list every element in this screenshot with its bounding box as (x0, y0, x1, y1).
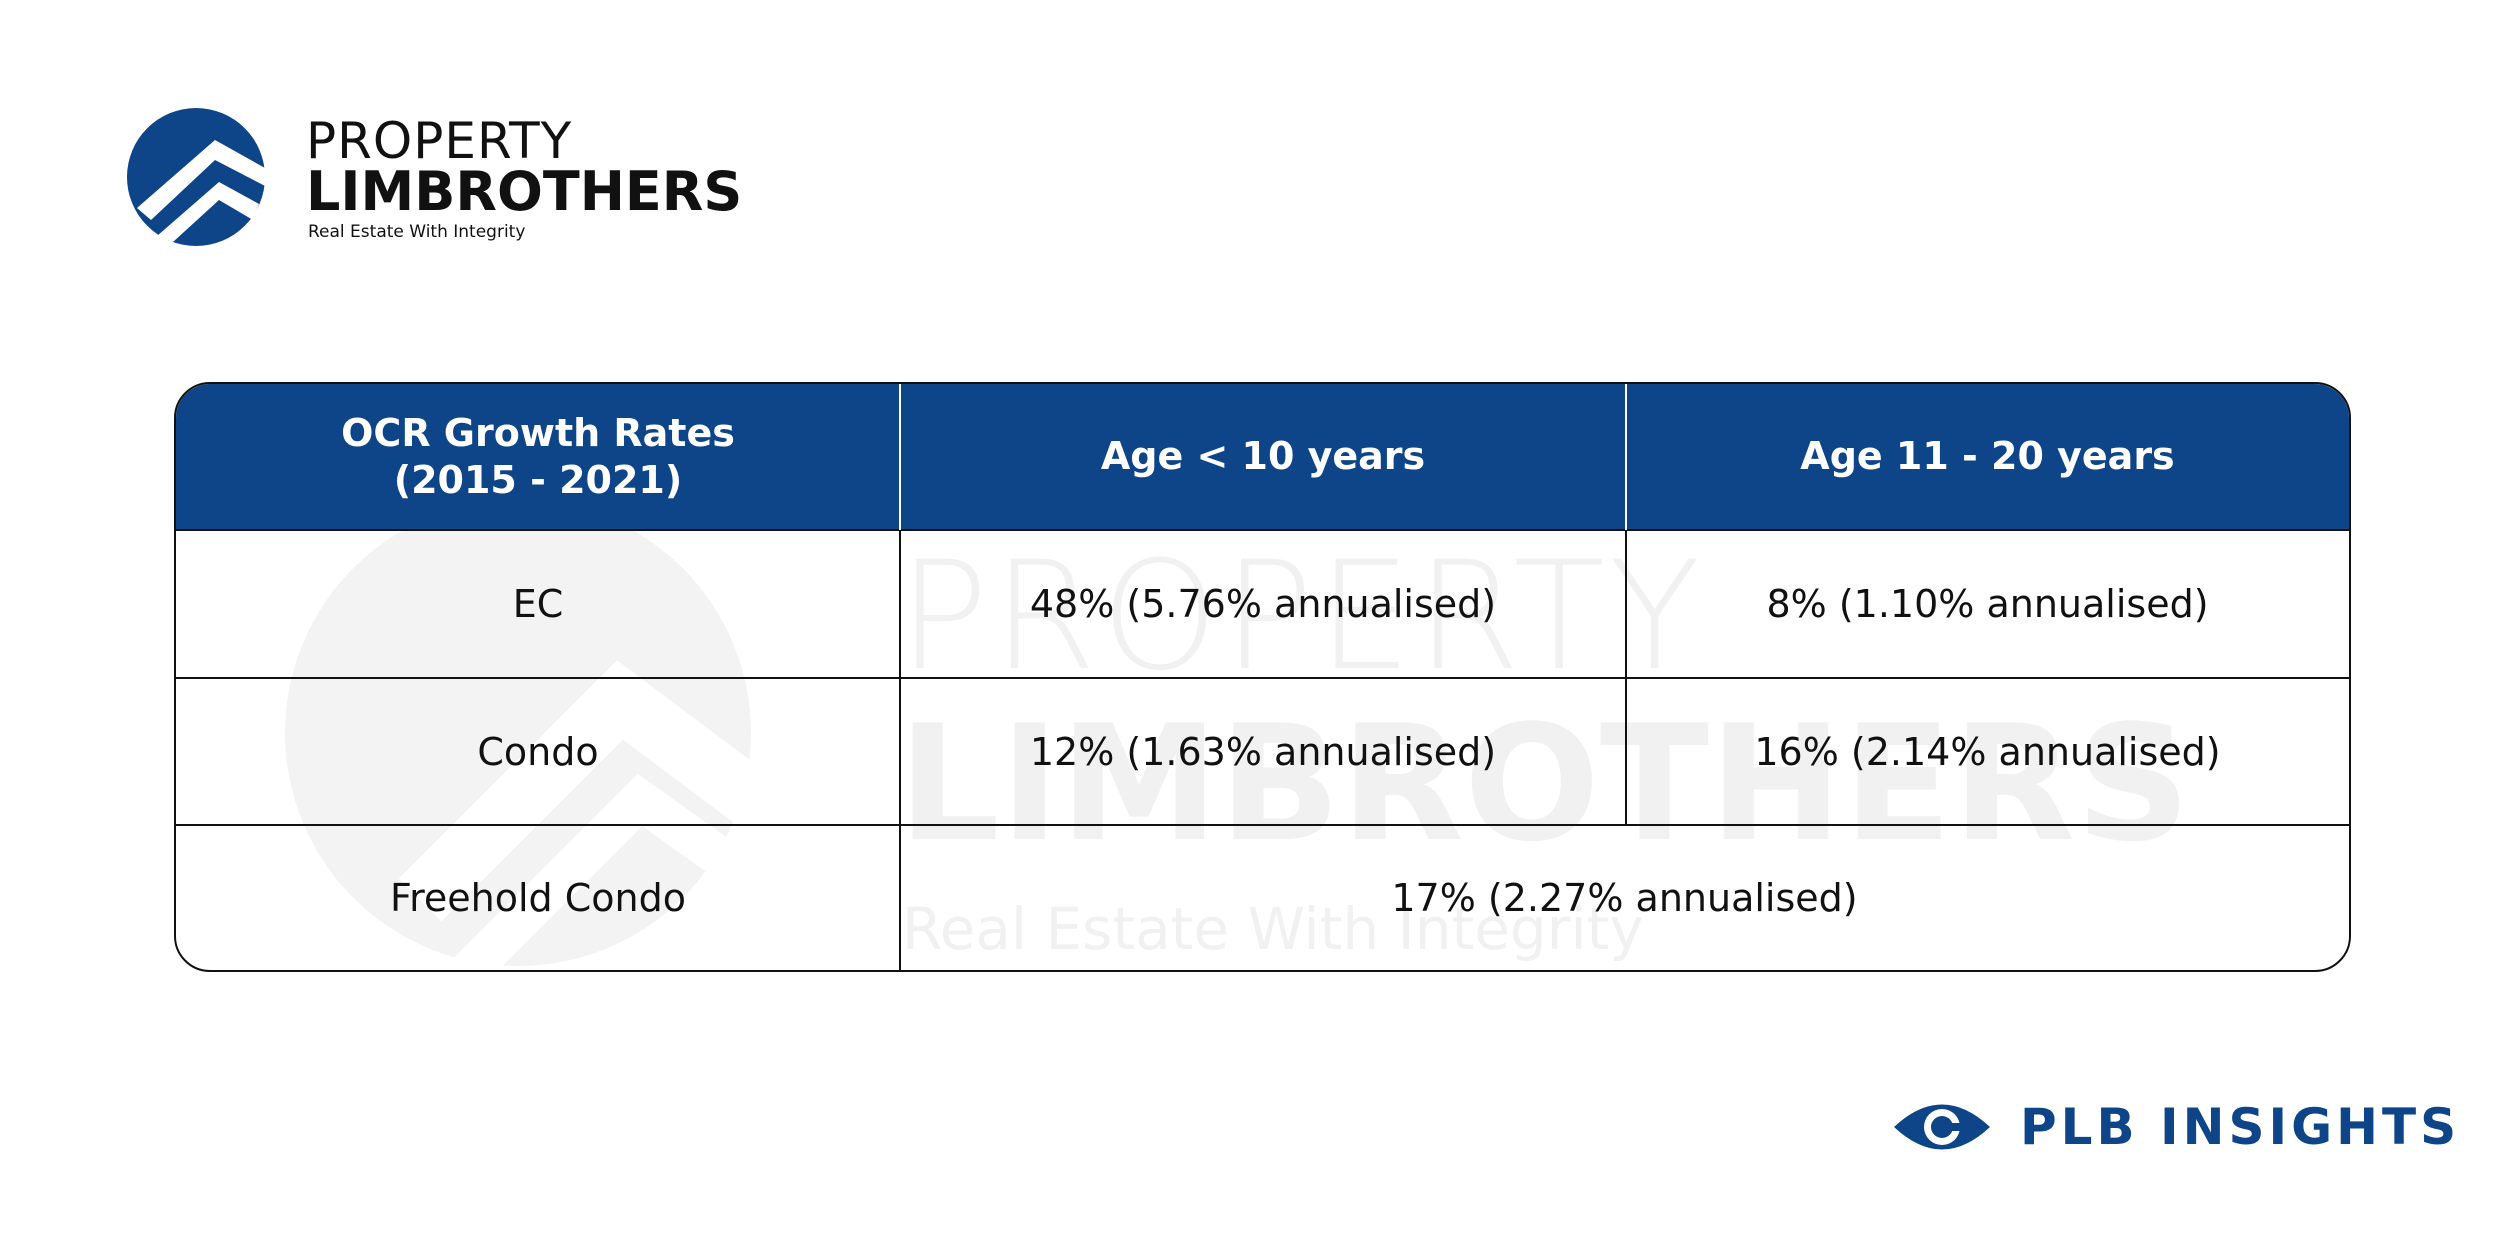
col-divider (1625, 384, 1627, 530)
row-divider (176, 824, 2349, 826)
col-divider (1625, 678, 1627, 825)
brand-name: PLB INSIGHTS (2020, 1098, 2461, 1156)
table-cell: Condo (477, 729, 599, 774)
col-divider (899, 825, 901, 970)
table-cell: EC (512, 582, 564, 626)
table-cell: 12% (1.63% annualised) (1029, 729, 1497, 774)
logo-icon (127, 108, 265, 246)
table: OCR Growth Rates (2015 - 2021) Age < 10 y… (174, 382, 2351, 972)
table-cell: 48% (5.76% annualised) (1029, 582, 1497, 626)
col-divider (1625, 530, 1627, 678)
watermark-text: Real Estate With Integrity (902, 895, 1644, 963)
row-divider (176, 529, 2349, 531)
table-cell: 17% (2.27% annualised) (1391, 875, 1858, 920)
table-cell: 8% (1.10% annualised) (1766, 582, 2209, 626)
table-cell: Freehold Condo (390, 875, 686, 920)
table-cell: 16% (2.14% annualised) (1754, 729, 2221, 774)
row-divider (176, 677, 2349, 679)
watermark-text: LIMBROTHERS (898, 690, 2191, 877)
col-divider (899, 678, 901, 825)
header-cell: OCR Growth Rates (2015 - 2021) (176, 384, 900, 530)
brand-icon (1894, 1104, 1990, 1150)
logo-line1: PROPERTY (306, 112, 573, 170)
header-cell: Age < 10 years (900, 384, 1626, 530)
header-cell: Age 11 - 20 years (1626, 384, 2349, 530)
logo-tagline: Real Estate With Integrity (308, 222, 526, 242)
watermark-text: PROPERTY (898, 530, 1705, 704)
logo-line2: LIMBROTHERS (306, 160, 743, 223)
col-divider (899, 530, 901, 678)
col-divider (899, 384, 901, 530)
